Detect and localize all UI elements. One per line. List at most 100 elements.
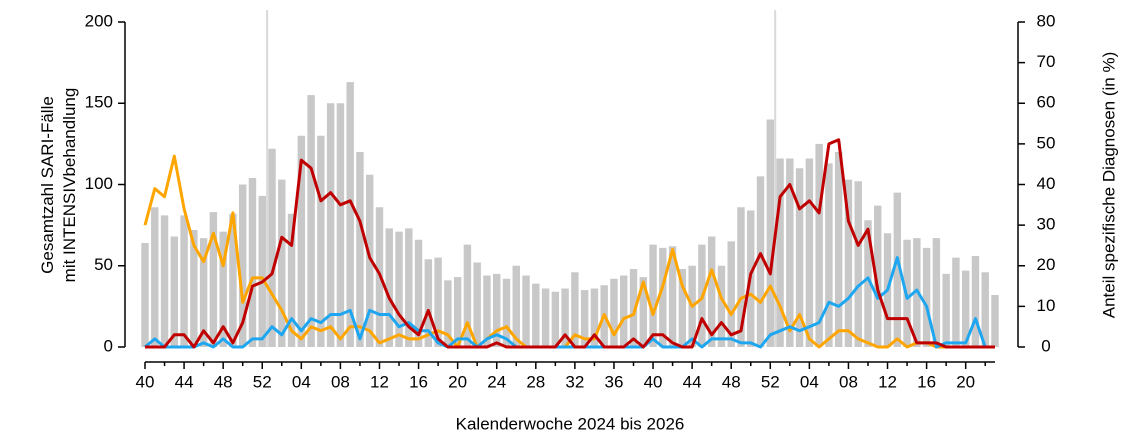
bar [727, 241, 735, 347]
x-tick-label: 16 [917, 372, 936, 391]
bar [356, 152, 364, 347]
bar [248, 178, 257, 347]
bar [209, 212, 218, 347]
bar [444, 280, 452, 347]
bar [190, 230, 198, 347]
x-tick-label: 28 [526, 372, 545, 391]
x-tick-label: 04 [292, 372, 311, 391]
x-tick-label: 20 [956, 372, 975, 391]
y2-tick-label: 30 [1037, 215, 1056, 234]
bar [620, 275, 628, 347]
bar [971, 256, 980, 347]
x-tick-label: 32 [565, 372, 584, 391]
bar [580, 290, 589, 347]
line [145, 138, 995, 349]
bar [590, 288, 599, 347]
bar [678, 269, 687, 347]
bar [766, 119, 774, 347]
bar [717, 265, 726, 347]
y-tick-label: 150 [85, 93, 113, 112]
bar [170, 236, 179, 347]
y-label-line: Gesamtzahl SARI-Fälle [38, 96, 57, 274]
bar [834, 152, 843, 347]
bar [180, 215, 188, 347]
bar [229, 213, 237, 347]
bar [893, 192, 902, 347]
bar [278, 179, 286, 347]
line [144, 256, 995, 349]
bar [317, 135, 325, 347]
bar [297, 135, 306, 347]
bar [981, 272, 989, 347]
bar [629, 269, 638, 347]
bar [649, 244, 657, 347]
y2-tick-label: 60 [1037, 93, 1056, 112]
bar [336, 103, 345, 347]
bar [961, 270, 970, 347]
bar [414, 239, 423, 347]
bar [639, 277, 647, 347]
bar [395, 231, 403, 347]
bar [151, 207, 159, 347]
x-tick-label: 12 [878, 372, 897, 391]
bar [805, 158, 814, 347]
bar [473, 262, 481, 347]
bar [541, 288, 550, 347]
bar [786, 158, 794, 347]
bar [942, 273, 950, 347]
y-tick-label: 0 [104, 336, 113, 355]
y-label-line: mit INTENSIVbehandlung [60, 88, 79, 283]
x-tick-label: 04 [800, 372, 819, 391]
x-tick-label: 12 [370, 372, 389, 391]
bar [874, 205, 882, 347]
bar [551, 291, 560, 347]
bar [922, 247, 931, 347]
bar [522, 275, 530, 347]
bar [532, 283, 540, 347]
bar [199, 238, 208, 347]
bar [141, 243, 149, 347]
bar [707, 236, 716, 347]
bar [405, 228, 413, 347]
x-tick-label: 20 [448, 372, 467, 391]
bar [991, 295, 999, 347]
bar [815, 143, 823, 347]
bar [453, 277, 462, 347]
x-tick-label: 40 [644, 372, 663, 391]
x-tick-label: 44 [683, 372, 702, 391]
x-tick-label: 16 [409, 372, 428, 391]
bar [512, 265, 520, 347]
bar [825, 163, 833, 347]
bar [864, 220, 872, 347]
x-tick-label: 36 [605, 372, 624, 391]
bar [385, 228, 393, 347]
bar [493, 273, 501, 347]
bar [434, 257, 442, 347]
bar [756, 176, 765, 347]
bar [424, 259, 433, 347]
x-tick-label: 08 [331, 372, 350, 391]
bar [854, 181, 862, 347]
x-label: Kalenderwoche 2024 bis 2026 [456, 414, 685, 433]
bar [219, 231, 227, 347]
bar [258, 195, 266, 347]
bar [463, 244, 472, 347]
bar [952, 257, 960, 347]
x-tick-label: 52 [761, 372, 780, 391]
y2-tick-label: 70 [1037, 52, 1056, 71]
bar [326, 103, 335, 347]
bar [795, 168, 804, 347]
bar [483, 275, 491, 347]
bar [659, 247, 667, 347]
bar [160, 215, 169, 347]
bar [844, 179, 853, 347]
y2-tick-label: 20 [1037, 255, 1056, 274]
y-label: Gesamtzahl SARI-Fälle mit INTENSIVbehandl… [38, 88, 79, 283]
bar [571, 272, 579, 347]
bar [238, 184, 247, 347]
y2-tick-label: 10 [1037, 296, 1056, 315]
x-tick-label: 40 [136, 372, 155, 391]
bar [502, 278, 511, 347]
bar [366, 174, 374, 347]
bar [776, 158, 784, 347]
